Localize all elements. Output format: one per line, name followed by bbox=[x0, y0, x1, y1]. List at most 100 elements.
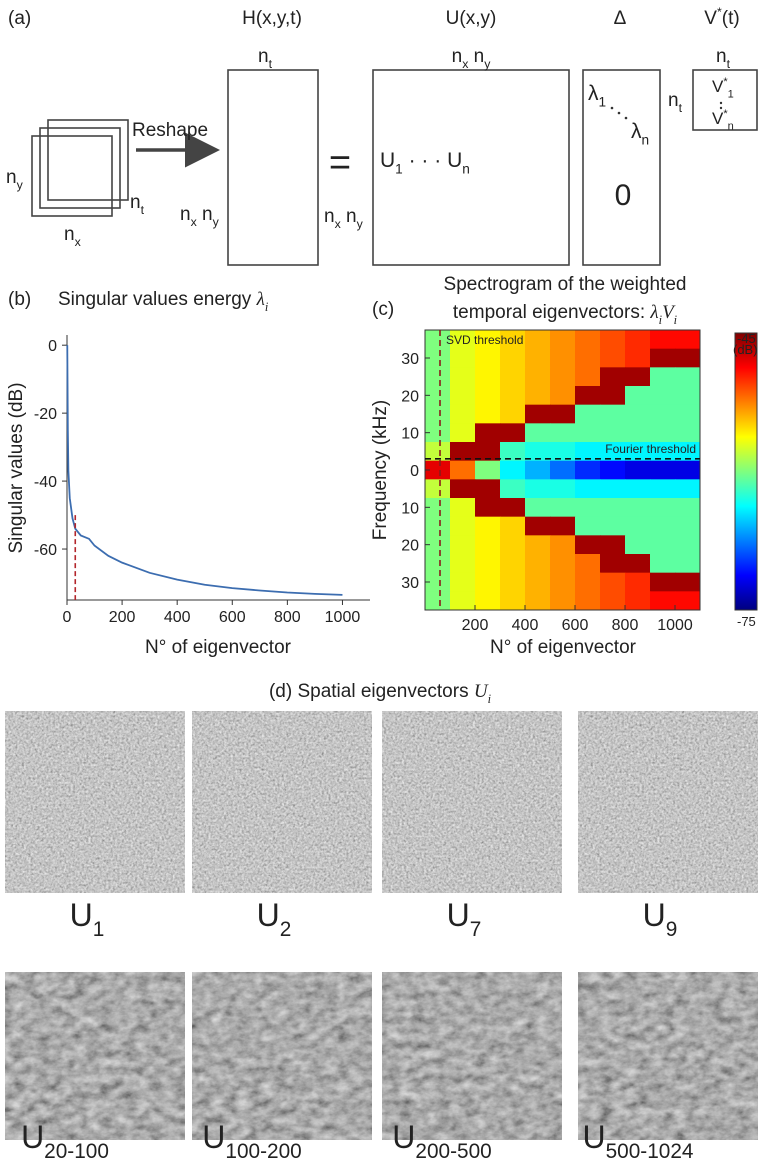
image bbox=[382, 711, 562, 893]
text-part: 2 bbox=[280, 918, 292, 941]
heat-cell bbox=[475, 423, 501, 443]
heat-cell bbox=[650, 516, 676, 536]
text-part: (t) bbox=[722, 8, 740, 29]
heat-cell bbox=[425, 535, 451, 555]
matrix-content: U1 · · · Un bbox=[380, 149, 470, 177]
line bbox=[66, 345, 343, 596]
text-part: n bbox=[197, 204, 213, 225]
text-part: * bbox=[717, 5, 722, 19]
heat-cell bbox=[625, 479, 651, 499]
heat-cell bbox=[450, 535, 476, 555]
image-label: U200-500 bbox=[392, 1119, 491, 1163]
text-part: n bbox=[728, 120, 734, 132]
heat-cell bbox=[475, 572, 501, 592]
text-part: i bbox=[674, 313, 678, 327]
heat-cell bbox=[525, 330, 551, 350]
heat-cell bbox=[550, 404, 576, 424]
heat-cell bbox=[575, 479, 601, 499]
heat-cell bbox=[575, 386, 601, 406]
heat-cell bbox=[475, 442, 501, 462]
heat-cell bbox=[425, 572, 451, 592]
stack-frame bbox=[39, 127, 121, 209]
text-part: λ bbox=[631, 120, 642, 143]
panel-label: (a) bbox=[8, 8, 31, 29]
dim-label: nt bbox=[668, 90, 683, 115]
heat-cell bbox=[475, 386, 501, 406]
heat-cell bbox=[425, 591, 451, 611]
text-part: U bbox=[583, 1119, 606, 1155]
panel-a: (a) H(x,y,t) U(x,y) Δ V*(t) ny nt nx Res… bbox=[6, 5, 758, 266]
heat-cell bbox=[575, 535, 601, 555]
heat-cell bbox=[550, 442, 576, 462]
text-part: U bbox=[21, 1119, 44, 1155]
text-part: U bbox=[380, 149, 395, 172]
text-part: t bbox=[679, 101, 683, 115]
text-part: * bbox=[723, 76, 728, 88]
heat-cell bbox=[675, 535, 701, 555]
header: H(x,y,t) bbox=[242, 8, 302, 29]
text-part: n bbox=[462, 162, 470, 177]
heat-cell bbox=[500, 404, 526, 424]
heat-cell bbox=[450, 330, 476, 350]
matrix-content: λ1 bbox=[588, 82, 606, 110]
text-part: U bbox=[447, 897, 470, 933]
text-part: n bbox=[324, 206, 335, 227]
heat-cell bbox=[675, 479, 701, 499]
dot bbox=[719, 106, 723, 110]
heat-cell bbox=[650, 498, 676, 518]
image bbox=[5, 711, 185, 893]
heat-cell bbox=[650, 386, 676, 406]
text-part: temporal eigenvectors: bbox=[453, 302, 651, 323]
x-axis-label: N° of eigenvector bbox=[145, 637, 292, 658]
heat-cell bbox=[625, 442, 651, 462]
heat-cell bbox=[550, 348, 576, 368]
heat-cell bbox=[450, 460, 476, 480]
dim-label: nx ny bbox=[452, 46, 492, 71]
text-part: n bbox=[668, 90, 679, 111]
heat-cell bbox=[475, 367, 501, 387]
heat-cell bbox=[600, 442, 626, 462]
text-part: · · · U bbox=[403, 149, 462, 172]
text-part: (c) bbox=[372, 299, 394, 320]
text-part: 9 bbox=[666, 918, 678, 941]
heat-cell bbox=[525, 554, 551, 574]
heat-cell bbox=[600, 386, 626, 406]
heat-cell bbox=[525, 442, 551, 462]
text-part: n bbox=[180, 204, 191, 225]
heat-cell bbox=[475, 348, 501, 368]
y-tick-label: 10 bbox=[401, 500, 419, 517]
heat-cell bbox=[475, 535, 501, 555]
panel-label: (c) bbox=[372, 299, 394, 320]
heat-cell bbox=[675, 348, 701, 368]
heat-cell bbox=[500, 591, 526, 611]
heat-cell bbox=[425, 479, 451, 499]
heat-cell bbox=[450, 498, 476, 518]
image-label: U100-200 bbox=[202, 1119, 301, 1163]
dot bbox=[610, 106, 614, 110]
heat-cell bbox=[450, 554, 476, 574]
heat-cell bbox=[475, 554, 501, 574]
image bbox=[382, 972, 562, 1140]
heat-cell bbox=[500, 460, 526, 480]
heat-cell bbox=[625, 498, 651, 518]
y-axis-label: Frequency (kHz) bbox=[370, 400, 391, 540]
dim-label: nt bbox=[258, 46, 273, 71]
text-part: Singular values energy bbox=[58, 289, 257, 310]
heat-cell bbox=[500, 516, 526, 536]
text-part: λ bbox=[649, 302, 658, 323]
text-part: (a) bbox=[8, 8, 31, 29]
matrix-content: λn bbox=[631, 120, 649, 148]
heat-cell bbox=[600, 348, 626, 368]
heat-cell bbox=[600, 423, 626, 443]
image-label: U500-1024 bbox=[583, 1119, 694, 1163]
heat-cell bbox=[525, 535, 551, 555]
y-tick-label: 10 bbox=[401, 426, 419, 443]
text-part: n bbox=[130, 192, 141, 213]
image-label: U7 bbox=[447, 897, 482, 941]
heat-cell bbox=[575, 423, 601, 443]
text-part: U bbox=[643, 897, 666, 933]
text-part: 7 bbox=[470, 918, 482, 941]
heat-cell bbox=[650, 572, 676, 592]
image bbox=[578, 711, 758, 893]
text-part: 1 bbox=[93, 918, 105, 941]
